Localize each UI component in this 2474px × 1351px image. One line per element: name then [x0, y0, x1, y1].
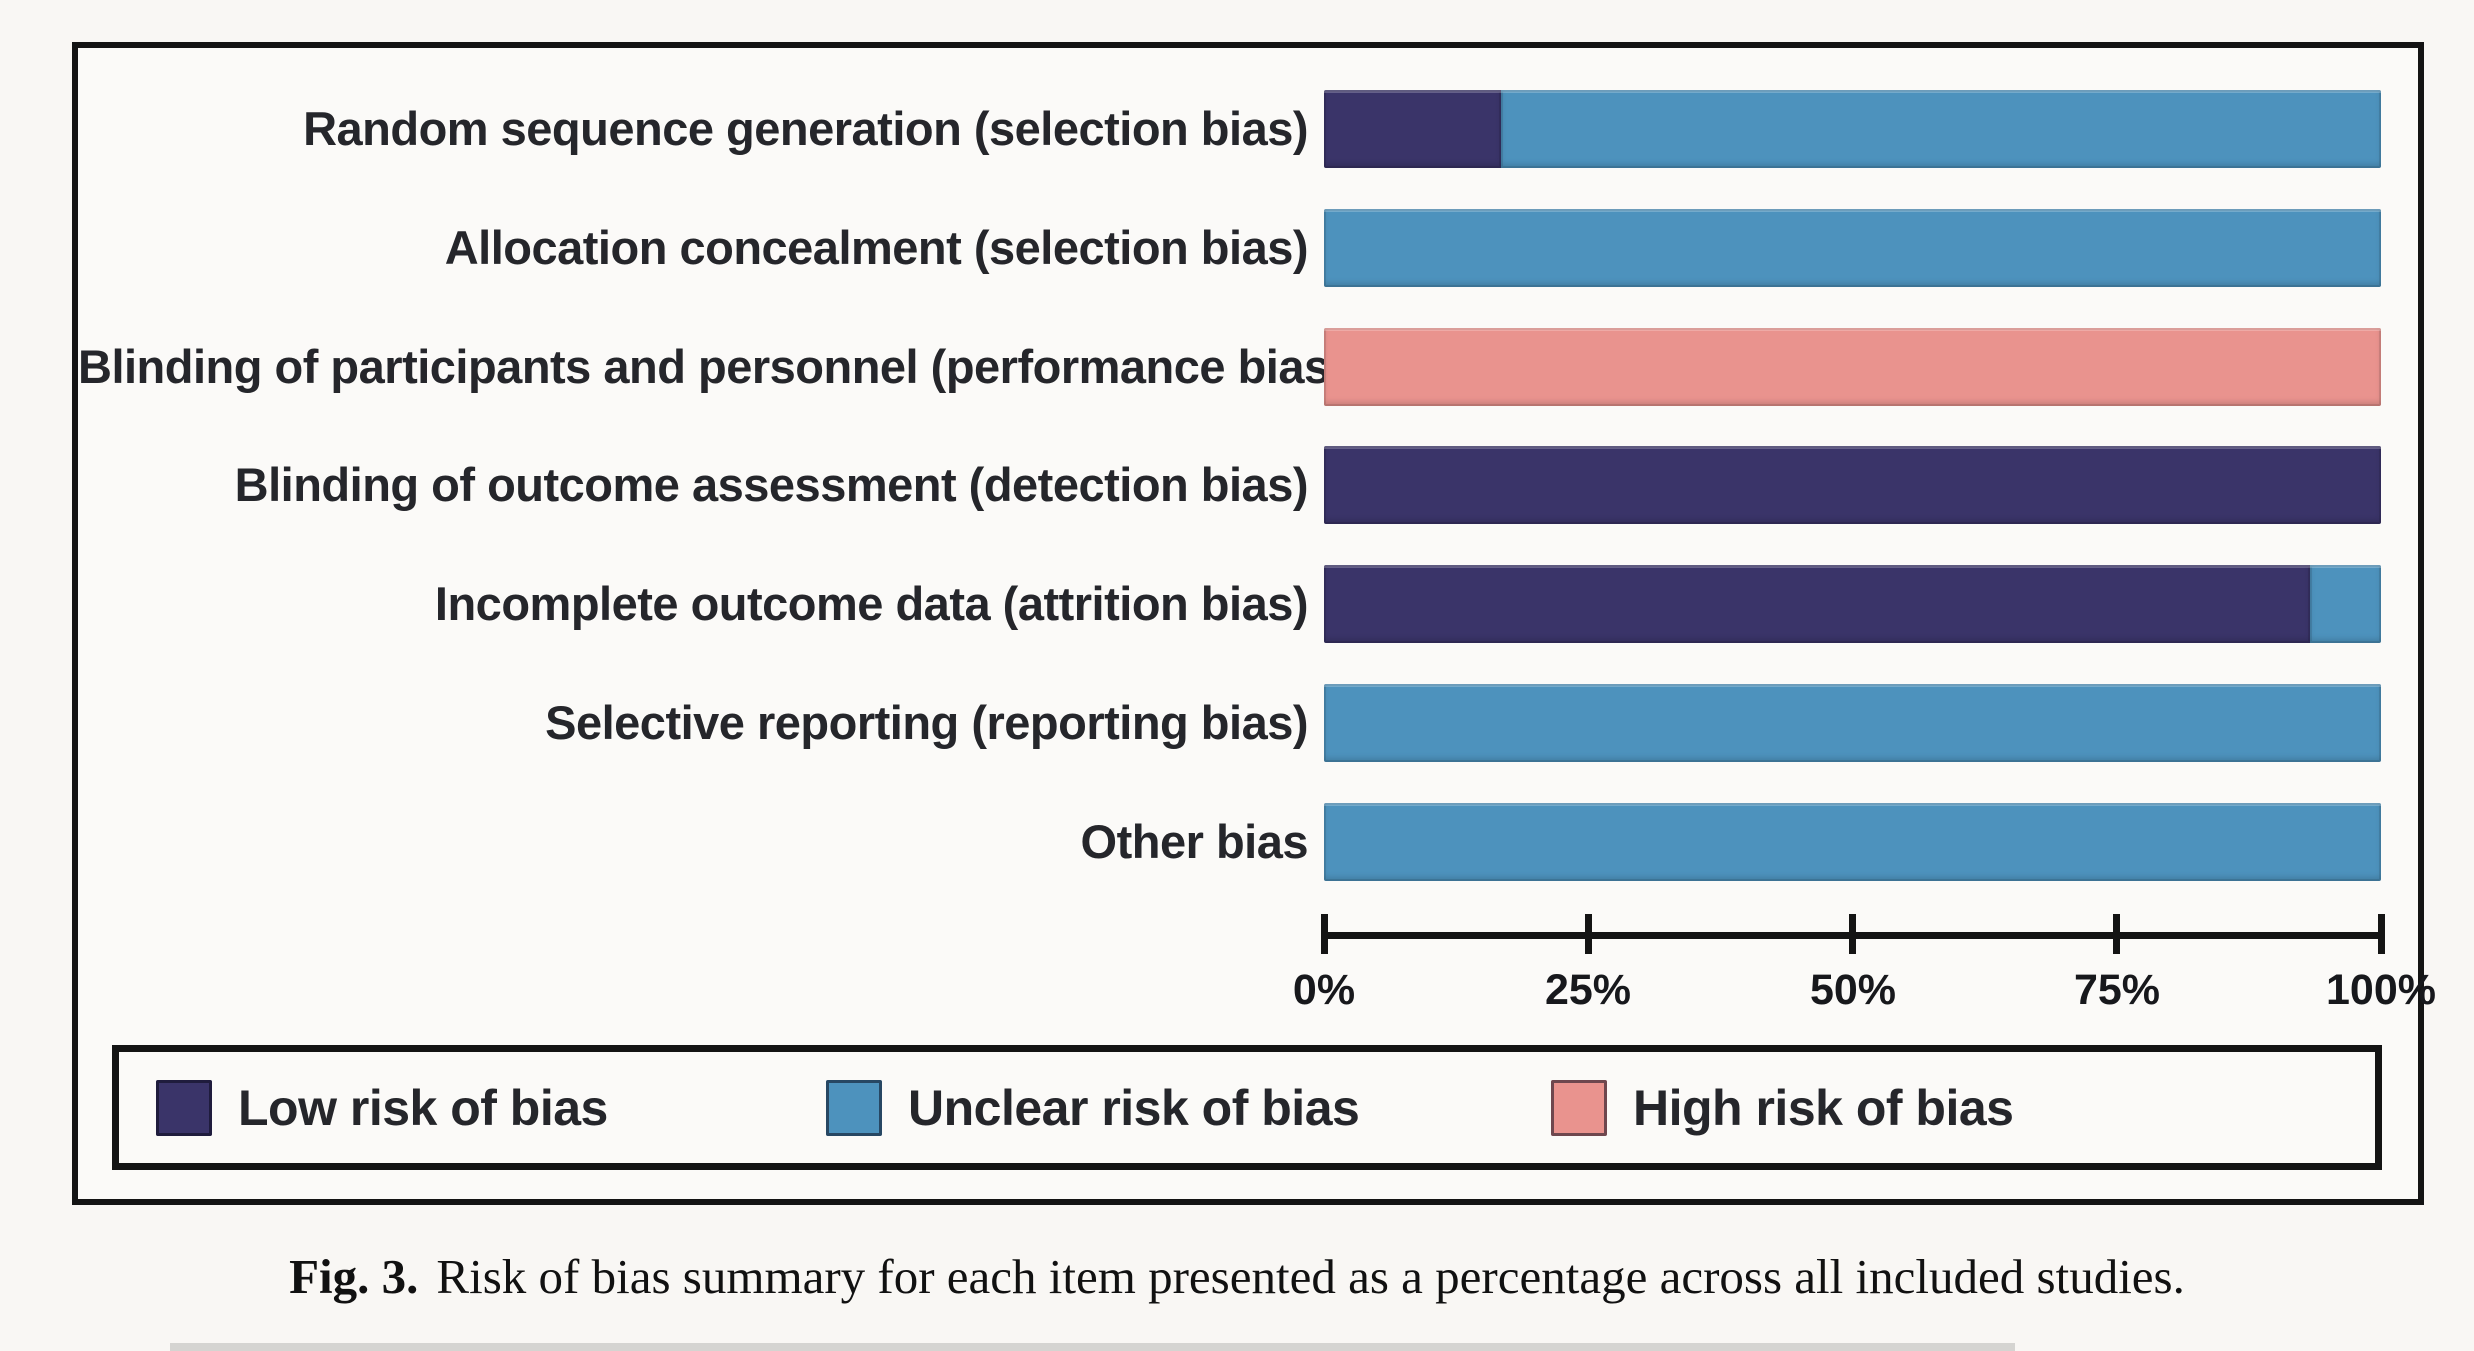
bar-segment-low	[1324, 446, 2381, 524]
chart-row: Blinding of participants and personnel (…	[78, 328, 2418, 406]
legend-item-low: Low risk of bias	[156, 1052, 608, 1163]
row-label: Allocation concealment (selection bias)	[444, 221, 1309, 274]
chart-row: Blinding of outcome assessment (detectio…	[78, 446, 2418, 524]
row-label: Incomplete outcome data (attrition bias)	[434, 577, 1309, 630]
bar-segment-low	[1324, 565, 2311, 643]
axis-tick-label: 50%	[1809, 966, 1897, 1014]
bar-segment-unclear	[1500, 90, 2381, 168]
axis-tick-label: 100%	[2326, 966, 2436, 1014]
bar-segment-unclear	[1324, 209, 2381, 287]
bar-segment-high	[1324, 328, 2381, 406]
bar-track	[1324, 684, 2381, 762]
axis-tick	[1849, 914, 1856, 954]
bar-segment-low	[1324, 90, 1501, 168]
bar-track	[1324, 328, 2381, 406]
bar-track	[1324, 446, 2381, 524]
bar-track	[1324, 90, 2381, 168]
chart-row: Selective reporting (reporting bias)	[78, 684, 2418, 762]
axis-tick	[1585, 914, 1592, 954]
figure-caption-number: Fig. 3.	[289, 1249, 419, 1304]
chart-row: Allocation concealment (selection bias)	[78, 209, 2418, 287]
legend: Low risk of bias Unclear risk of bias Hi…	[112, 1045, 2382, 1170]
legend-item-unclear: Unclear risk of bias	[826, 1052, 1360, 1163]
legend-swatch-high	[1551, 1079, 1607, 1136]
x-axis: 0% 25% 50% 75% 100%	[1293, 914, 2436, 1054]
figure-caption: Fig. 3. Risk of bias summary for each ite…	[0, 1248, 2474, 1305]
bar-segment-unclear	[1324, 684, 2381, 762]
bar-track	[1324, 565, 2381, 643]
row-label: Other bias	[1080, 815, 1309, 868]
bar-segment-unclear	[1324, 803, 2381, 881]
chart-rows: Random sequence generation (selection bi…	[78, 48, 2418, 1199]
legend-swatch-low	[156, 1079, 212, 1136]
legend-label-unclear: Unclear risk of bias	[908, 1079, 1360, 1136]
row-label: Blinding of outcome assessment (detectio…	[234, 458, 1309, 511]
axis-tick-label: 0%	[1292, 966, 1356, 1014]
axis-tick-label: 75%	[2073, 966, 2161, 1014]
scan-edge-artifact	[170, 1343, 2015, 1351]
bar-track	[1324, 803, 2381, 881]
row-label: Random sequence generation (selection bi…	[303, 102, 1308, 155]
legend-item-high: High risk of bias	[1551, 1052, 2014, 1163]
axis-tick-label: 25%	[1544, 966, 1632, 1014]
row-label: Selective reporting (reporting bias)	[545, 696, 1308, 749]
axis-tick	[2113, 914, 2120, 954]
figure-panel: Random sequence generation (selection bi…	[72, 42, 2436, 1205]
row-label: Blinding of participants and personnel (…	[78, 340, 1345, 393]
axis-tick	[2378, 914, 2385, 954]
legend-swatch-unclear	[826, 1079, 882, 1136]
chart-row: Other bias	[78, 803, 2418, 881]
chart-row: Incomplete outcome data (attrition bias)	[78, 565, 2418, 643]
figure-caption-text: Risk of bias summary for each item prese…	[436, 1249, 2185, 1304]
legend-label-low: Low risk of bias	[238, 1079, 608, 1136]
chart-row: Random sequence generation (selection bi…	[78, 90, 2418, 168]
legend-label-high: High risk of bias	[1633, 1079, 2014, 1136]
bar-segment-unclear	[2310, 565, 2381, 643]
axis-tick	[1321, 914, 1328, 954]
bar-track	[1324, 209, 2381, 287]
